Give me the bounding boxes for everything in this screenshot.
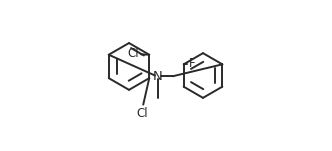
Text: Cl: Cl	[127, 47, 139, 61]
Text: N: N	[153, 70, 163, 83]
Text: F: F	[189, 57, 195, 70]
Text: Cl: Cl	[137, 107, 148, 120]
